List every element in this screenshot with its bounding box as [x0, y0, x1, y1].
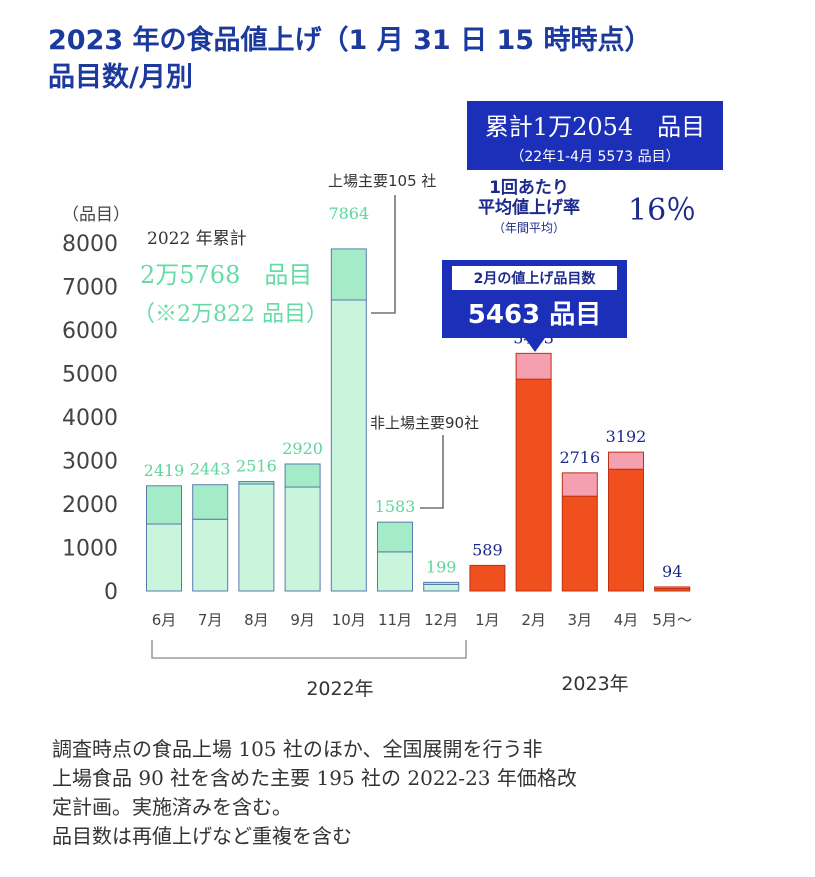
footnote-line: 品目数は再値上げなど重複を含む [52, 824, 352, 848]
bar-segment-unlisted [608, 451, 644, 470]
bar-segment-listed [192, 518, 229, 592]
bar-segment-listed [515, 378, 552, 592]
chart-title: 2023 年の食品値上げ（1 月 31 日 15 時時点） 品目数/月別 [48, 22, 651, 96]
footnote: 調査時点の食品上場 105 社のほか、全国展開を行う非 上場食品 90 社を含め… [52, 735, 577, 851]
bar-value-label: 199 [426, 557, 457, 576]
bar-segment-listed [608, 468, 644, 592]
x-tick-label: 3月 [568, 611, 593, 629]
bar-segment-unlisted [146, 485, 182, 525]
x-tick-label: 7月 [198, 611, 223, 629]
x-tick-label: 9月 [290, 611, 315, 629]
total-sub: （22年1-4月 5573 品目） [510, 149, 680, 165]
callout-pointer [525, 338, 545, 352]
avg-label2: 平均値上げ率 [478, 198, 580, 218]
x-tick-label: 11月 [378, 611, 412, 629]
bar-segment-unlisted [515, 352, 552, 380]
bar-value-label: 2419 [144, 461, 185, 480]
year-bracket [151, 640, 467, 659]
bar-value-label: 7864 [328, 204, 369, 223]
bar-segment-unlisted [330, 248, 367, 301]
group-label: 2023年 [561, 673, 628, 695]
bar-segment-listed [284, 486, 321, 592]
bar-segment-unlisted [561, 472, 598, 497]
bar-value-label: 3192 [606, 427, 647, 446]
total-value: 累計1万2054 品目 [484, 113, 706, 141]
bar-segment-unlisted [654, 586, 691, 589]
y-tick-label: 2000 [62, 493, 118, 518]
listed-leader-line [371, 195, 396, 314]
unlisted-leader-line [420, 435, 444, 509]
year2022-label: 2022 年累計 [147, 229, 247, 249]
bar-value-label: 1583 [375, 497, 416, 516]
y-tick-label: 7000 [62, 276, 118, 301]
bar-value-label: 2516 [236, 457, 277, 476]
y-axis-label: （品目） [62, 205, 130, 225]
avg-rate-value: 16％ [628, 193, 697, 228]
footnote-line: 上場食品 90 社を含めた主要 195 社の 2022-23 年価格改 [52, 766, 577, 790]
bar-value-label: 2920 [282, 439, 323, 458]
total-box: 累計1万2054 品目 （22年1-4月 5573 品目） [467, 101, 723, 170]
bar-value-label: 2716 [559, 448, 600, 467]
unlisted-annotation: 非上場主要90社 [370, 414, 480, 432]
x-tick-label: 12月 [424, 611, 458, 629]
feb-value: 5463 品目 [467, 300, 602, 330]
feb-label: 2月の値上げ品目数 [452, 266, 617, 290]
bar-segment-unlisted [284, 463, 321, 488]
bar-segment-listed [423, 583, 460, 592]
avg-rate-label: 1回あたり 平均値上げ率 （年間平均） [478, 178, 580, 238]
x-tick-label: 2月 [521, 611, 546, 629]
bar-value-label: 94 [662, 562, 682, 581]
x-tick-label: 10月 [332, 611, 366, 629]
avg-label3: （年間平均） [492, 221, 565, 235]
avg-label1: 1回あたり [489, 178, 569, 198]
x-tick-label: 5月～ [652, 611, 692, 629]
bar-segment-listed [238, 483, 275, 592]
y-tick-label: 8000 [62, 232, 118, 257]
bar-segment-listed [146, 523, 182, 592]
y-tick-label: 5000 [62, 363, 118, 388]
feb-box: 2月の値上げ品目数 5463 品目 [442, 260, 627, 338]
y-tick-label: 1000 [62, 537, 118, 562]
x-tick-label: 4月 [614, 611, 639, 629]
bar-value-label: 589 [472, 540, 503, 559]
x-tick-label: 1月 [475, 611, 500, 629]
bar-segment-listed [377, 551, 413, 592]
bar-segment-unlisted [192, 484, 229, 520]
x-tick-label: 8月 [244, 611, 269, 629]
year2022-note: （※2万822 品目） [133, 302, 328, 327]
bar-segment-unlisted [238, 481, 275, 485]
year2022-value: 2万5768 品目 [140, 261, 313, 289]
group-label: 2022年 [306, 678, 373, 700]
title-line2: 品目数/月別 [48, 62, 193, 93]
bar-value-label: 2443 [190, 460, 231, 479]
x-tick-label: 6月 [152, 611, 177, 629]
bar-segment-unlisted [423, 581, 460, 585]
bar-segment-listed [330, 299, 367, 592]
bar-segment-unlisted [377, 521, 413, 553]
y-tick-label: 6000 [62, 319, 118, 344]
y-tick-label: 0 [104, 580, 118, 605]
bar-segment-listed [561, 495, 598, 592]
y-tick-label: 3000 [62, 450, 118, 475]
listed-annotation: 上場主要105 社 [328, 172, 437, 190]
bar-segment-listed [469, 564, 506, 592]
y-tick-label: 4000 [62, 406, 118, 431]
footnote-line: 調査時点の食品上場 105 社のほか、全国展開を行う非 [52, 737, 543, 761]
footnote-line: 定計画。実施済みを含む。 [52, 795, 292, 819]
title-line1: 2023 年の食品値上げ（1 月 31 日 15 時時点） [48, 25, 652, 56]
